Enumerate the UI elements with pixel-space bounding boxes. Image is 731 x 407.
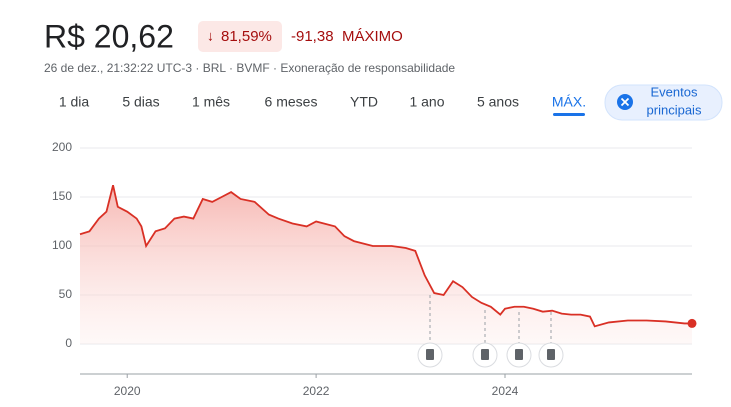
area xyxy=(80,185,692,344)
price: R$ 20,62 xyxy=(44,18,174,54)
tab[interactable]: 6 meses xyxy=(265,94,318,110)
tab[interactable]: MÁX. xyxy=(552,94,586,110)
event-markers xyxy=(429,295,552,345)
tab[interactable]: 5 anos xyxy=(477,94,519,110)
meta: 26 de dez., 21:32:22 UTC-3 · BRL · BVMF … xyxy=(44,61,455,75)
y-tick-label: 100 xyxy=(52,238,72,252)
period: MÁXIMO xyxy=(342,28,403,45)
line xyxy=(79,185,692,328)
y-tick-label: 200 xyxy=(52,140,72,154)
y-tick-label: 0 xyxy=(65,336,72,350)
events-label: principais xyxy=(647,102,702,117)
change-pct: 81,59% xyxy=(221,28,272,45)
change-badge xyxy=(198,21,282,52)
tab[interactable]: 1 mês xyxy=(192,94,230,110)
events-label: Eventos xyxy=(651,84,698,99)
y-tick-label: 50 xyxy=(59,287,73,301)
x-tick-label: 2024 xyxy=(492,384,519,398)
x-tick-label: 2022 xyxy=(303,384,330,398)
tab[interactable]: 5 dias xyxy=(122,94,159,110)
events-button[interactable] xyxy=(604,84,723,121)
end-dot xyxy=(687,318,697,328)
y-tick-label: 150 xyxy=(52,189,72,203)
x-tick-label: 2020 xyxy=(114,384,141,398)
tab[interactable]: 1 ano xyxy=(409,94,444,110)
change-abs: -91,38 xyxy=(291,28,334,45)
tab[interactable]: YTD xyxy=(350,94,378,110)
tab-underline xyxy=(553,113,585,116)
events-icon-x xyxy=(620,97,630,107)
event-pins[interactable] xyxy=(417,342,564,368)
down-arrow: ↓ xyxy=(207,28,214,44)
tab[interactable]: 1 dia xyxy=(59,94,90,110)
